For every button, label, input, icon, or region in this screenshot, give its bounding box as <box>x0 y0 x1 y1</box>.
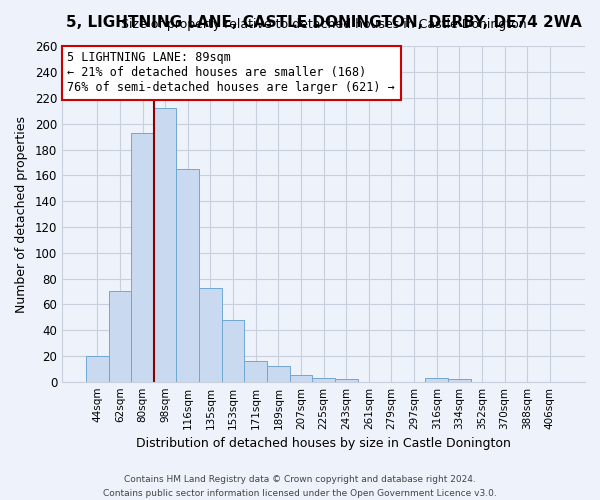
Bar <box>176 169 199 382</box>
Bar <box>222 320 244 382</box>
Text: 5 LIGHTNING LANE: 89sqm
← 21% of detached houses are smaller (168)
76% of semi-d: 5 LIGHTNING LANE: 89sqm ← 21% of detache… <box>67 52 395 94</box>
Bar <box>312 378 335 382</box>
Text: Size of property relative to detached houses in Castle Donington: Size of property relative to detached ho… <box>121 18 526 32</box>
Text: Contains HM Land Registry data © Crown copyright and database right 2024.
Contai: Contains HM Land Registry data © Crown c… <box>103 476 497 498</box>
Bar <box>199 288 222 382</box>
Bar <box>86 356 109 382</box>
Title: 5, LIGHTNING LANE, CASTLE DONINGTON, DERBY, DE74 2WA: 5, LIGHTNING LANE, CASTLE DONINGTON, DER… <box>66 15 581 30</box>
Bar <box>244 361 267 382</box>
X-axis label: Distribution of detached houses by size in Castle Donington: Distribution of detached houses by size … <box>136 437 511 450</box>
Bar <box>335 379 358 382</box>
Bar <box>267 366 290 382</box>
Bar <box>448 379 471 382</box>
Bar <box>425 378 448 382</box>
Bar <box>131 133 154 382</box>
Bar <box>154 108 176 382</box>
Y-axis label: Number of detached properties: Number of detached properties <box>15 116 28 312</box>
Bar <box>290 375 312 382</box>
Bar <box>109 292 131 382</box>
